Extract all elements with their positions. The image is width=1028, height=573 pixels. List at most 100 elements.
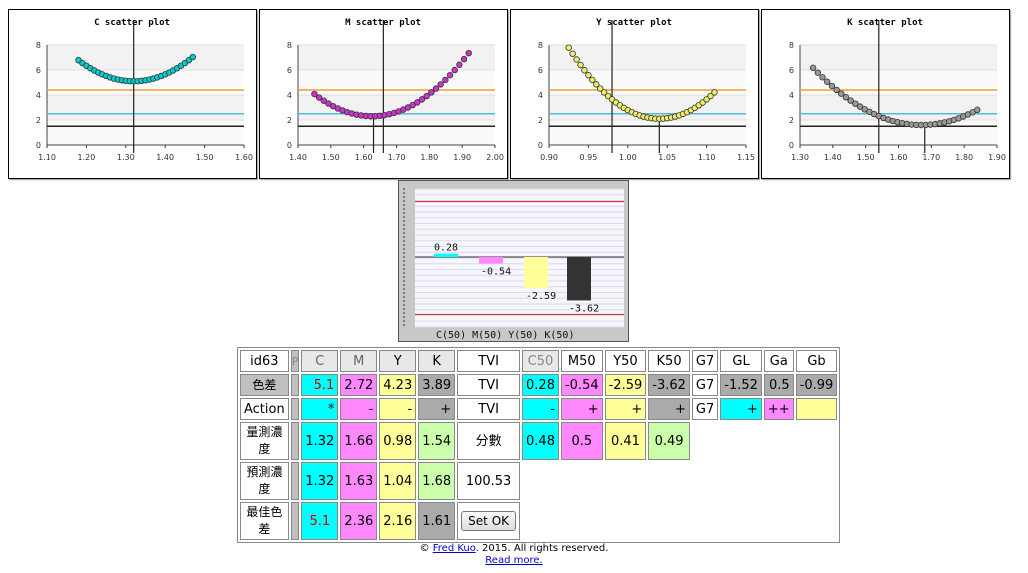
grid-band [298,70,495,95]
x-tick-label: 1.80 [955,153,973,162]
axis-dot [403,216,405,218]
delta-ga: 0.5 [763,374,794,396]
data-point [833,86,840,94]
read-more-link[interactable]: Read more. [485,555,543,566]
axis-dot [403,232,405,234]
p-cell [290,462,300,500]
predicted-k: 1.68 [418,462,456,500]
axis-dot [403,204,405,206]
data-point [974,106,981,114]
measured-k: 1.54 [418,422,456,460]
x-tick-label: 1.40 [156,153,174,162]
y-tick-label: 6 [789,66,794,75]
y-tick-label: 0 [36,141,41,150]
bar-K(50) [567,257,591,301]
axis-dot [403,220,405,222]
p-cell [290,398,300,420]
delta-gl: -1.52 [720,374,762,396]
measured-tvi: 分數 [457,422,521,460]
bar-label: -0.54 [481,266,511,277]
axis-dot [403,316,405,318]
y-tick-label: 6 [287,66,292,75]
axis-dot [403,300,405,302]
tvi-bar-svg: 0.28 -0.54 -2.59 -3.62 C(50) M(50) Y(50) K(5… [403,188,624,341]
data-point [573,56,580,63]
action-k: + [418,398,456,420]
y-tick-label: 2 [287,116,292,125]
data-point [437,81,444,88]
data-point [593,81,600,88]
x-tick-label: 1.10 [698,153,716,162]
axis-dot [403,192,405,194]
axis-dot [403,252,405,254]
action-m: - [340,398,378,420]
data-point [565,44,572,51]
action-y: - [379,398,417,420]
m-scatter-plot: M scatter plot 0 2 4 6 8 1.40 1.50 1.60 1.70 1.80 1… [259,9,508,179]
axis-dot [403,284,405,286]
data-point [703,96,710,103]
data-point [465,49,472,57]
delta-k50: -3.62 [648,374,690,396]
x-tick-label: 1.60 [890,153,908,162]
id-cell: id63 [240,350,289,372]
data-point [600,89,608,96]
delta-m50: -0.54 [560,374,603,396]
x-tick-label: 1.15 [737,153,755,162]
grid-band [47,95,244,120]
delta-g7: G7 [691,374,719,396]
bar-label: -3.62 [569,303,599,314]
data-point [577,61,584,69]
x-tick-label: 1.60 [355,153,373,162]
set-ok-button[interactable]: Set OK [461,511,517,531]
y-tick-label: 0 [287,141,292,150]
gl-header: GL [720,350,762,372]
bar-x-labels: C(50) M(50) Y(50) K(50) [436,330,574,341]
data-point [838,90,845,97]
measured-c50: 0.48 [522,422,559,460]
measured-k50: 0.49 [648,422,690,460]
data-point [581,67,588,74]
x-tick-label: 1.40 [289,153,307,162]
measured-m: 1.66 [340,422,378,460]
y-tick-label: 0 [789,141,794,150]
data-table: id63 P C M Y K TVI C50 M50 Y50 K50 G7 GL… [237,347,841,543]
p-cell [290,502,300,540]
data-point [311,90,318,98]
measured-m50: 0.5 [560,422,603,460]
data-point [315,94,323,101]
axis-dot [403,260,405,262]
y-tick-label: 8 [538,41,543,50]
x-tick-label: 2.00 [486,153,504,162]
bar-label: 0.28 [434,243,458,254]
plot-title: Y scatter plot [596,18,672,28]
x-tick-label: 1.10 [38,153,56,162]
data-point [847,97,854,104]
delta-y: 4.23 [379,374,417,396]
grid-band [47,120,244,145]
data-point [585,72,592,79]
axis-dot [403,268,405,270]
c-header: C [301,350,339,372]
x-tick-label: 1.40 [824,153,842,162]
x-tick-label: 1.60 [235,153,253,162]
delta-k: 3.89 [418,374,456,396]
y-tick-label: 0 [538,141,543,150]
x-tick-label: 0.90 [540,153,558,162]
action-y50: + [604,398,647,420]
data-point [589,76,596,84]
grid-band [298,95,495,120]
action-c: * [301,398,339,420]
bar-Y(50) [524,257,548,289]
axis-dot [403,304,405,306]
data-point [423,92,430,100]
header-row: id63 P C M Y K TVI C50 M50 Y50 K50 G7 GL… [240,350,838,372]
y-tick-label: 8 [789,41,794,50]
data-point [418,96,426,103]
grid-band [800,45,997,70]
data-point [432,85,440,92]
y-tick-label: 2 [789,116,794,125]
author-link[interactable]: Fred Kuo [432,543,476,554]
measured-y: 0.98 [379,422,417,460]
action-tvi: TVI [457,398,521,420]
